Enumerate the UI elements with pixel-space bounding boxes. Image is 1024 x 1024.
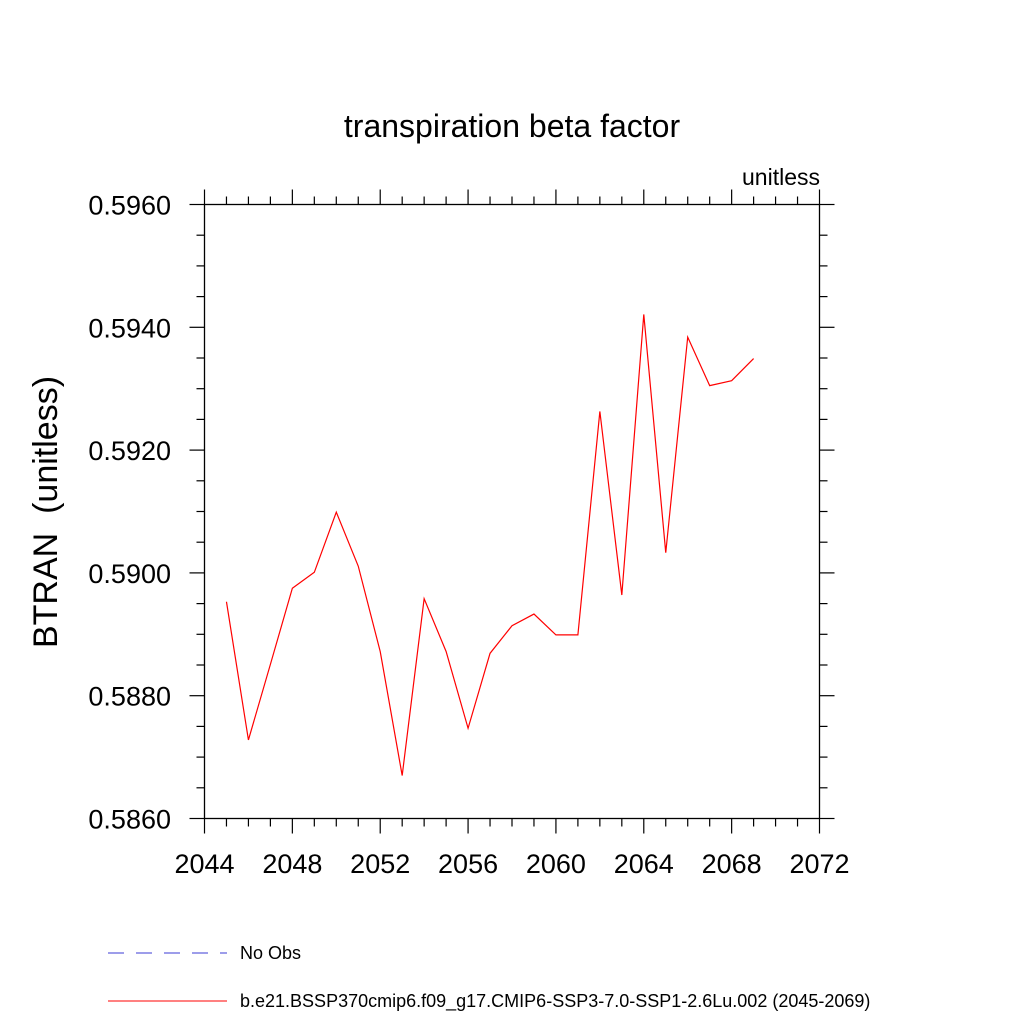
y-tick-label: 0.5920 — [88, 436, 171, 466]
series-layer — [225, 314, 755, 776]
legend: No Obs b.e21.BSSP370cmip6.f09_g17.CMIP6-S… — [108, 943, 870, 1012]
y-axis-label: BTRAN (unitless) — [27, 376, 65, 648]
x-tick-label: 2064 — [614, 849, 674, 879]
x-tick-label: 2044 — [174, 849, 234, 879]
plot-frame — [203, 203, 821, 820]
chart-title: transpiration beta factor — [344, 108, 681, 144]
y-tick-label: 0.5960 — [88, 191, 171, 221]
x-tick-label: 2060 — [526, 849, 586, 879]
axis-tick-labels: 2044 2048 2052 2056 2060 2064 2068 2072 0.5860 0.… — [88, 191, 849, 880]
series-line — [225, 314, 755, 776]
x-tick-label: 2048 — [262, 849, 322, 879]
x-tick-label: 2068 — [702, 849, 762, 879]
y-tick-label: 0.5900 — [88, 559, 171, 589]
y-tick-label: 0.5880 — [88, 682, 171, 712]
axis-ticks — [189, 189, 835, 834]
y-tick-label: 0.5940 — [88, 313, 171, 343]
y-tick-label: 0.5860 — [88, 805, 171, 835]
x-tick-label: 2052 — [350, 849, 410, 879]
legend-label: b.e21.BSSP370cmip6.f09_g17.CMIP6-SSP3-7.… — [240, 991, 870, 1012]
units-label: unitless — [742, 164, 820, 190]
legend-label: No Obs — [240, 943, 301, 963]
x-tick-label: 2056 — [438, 849, 498, 879]
x-tick-label: 2072 — [789, 849, 849, 879]
